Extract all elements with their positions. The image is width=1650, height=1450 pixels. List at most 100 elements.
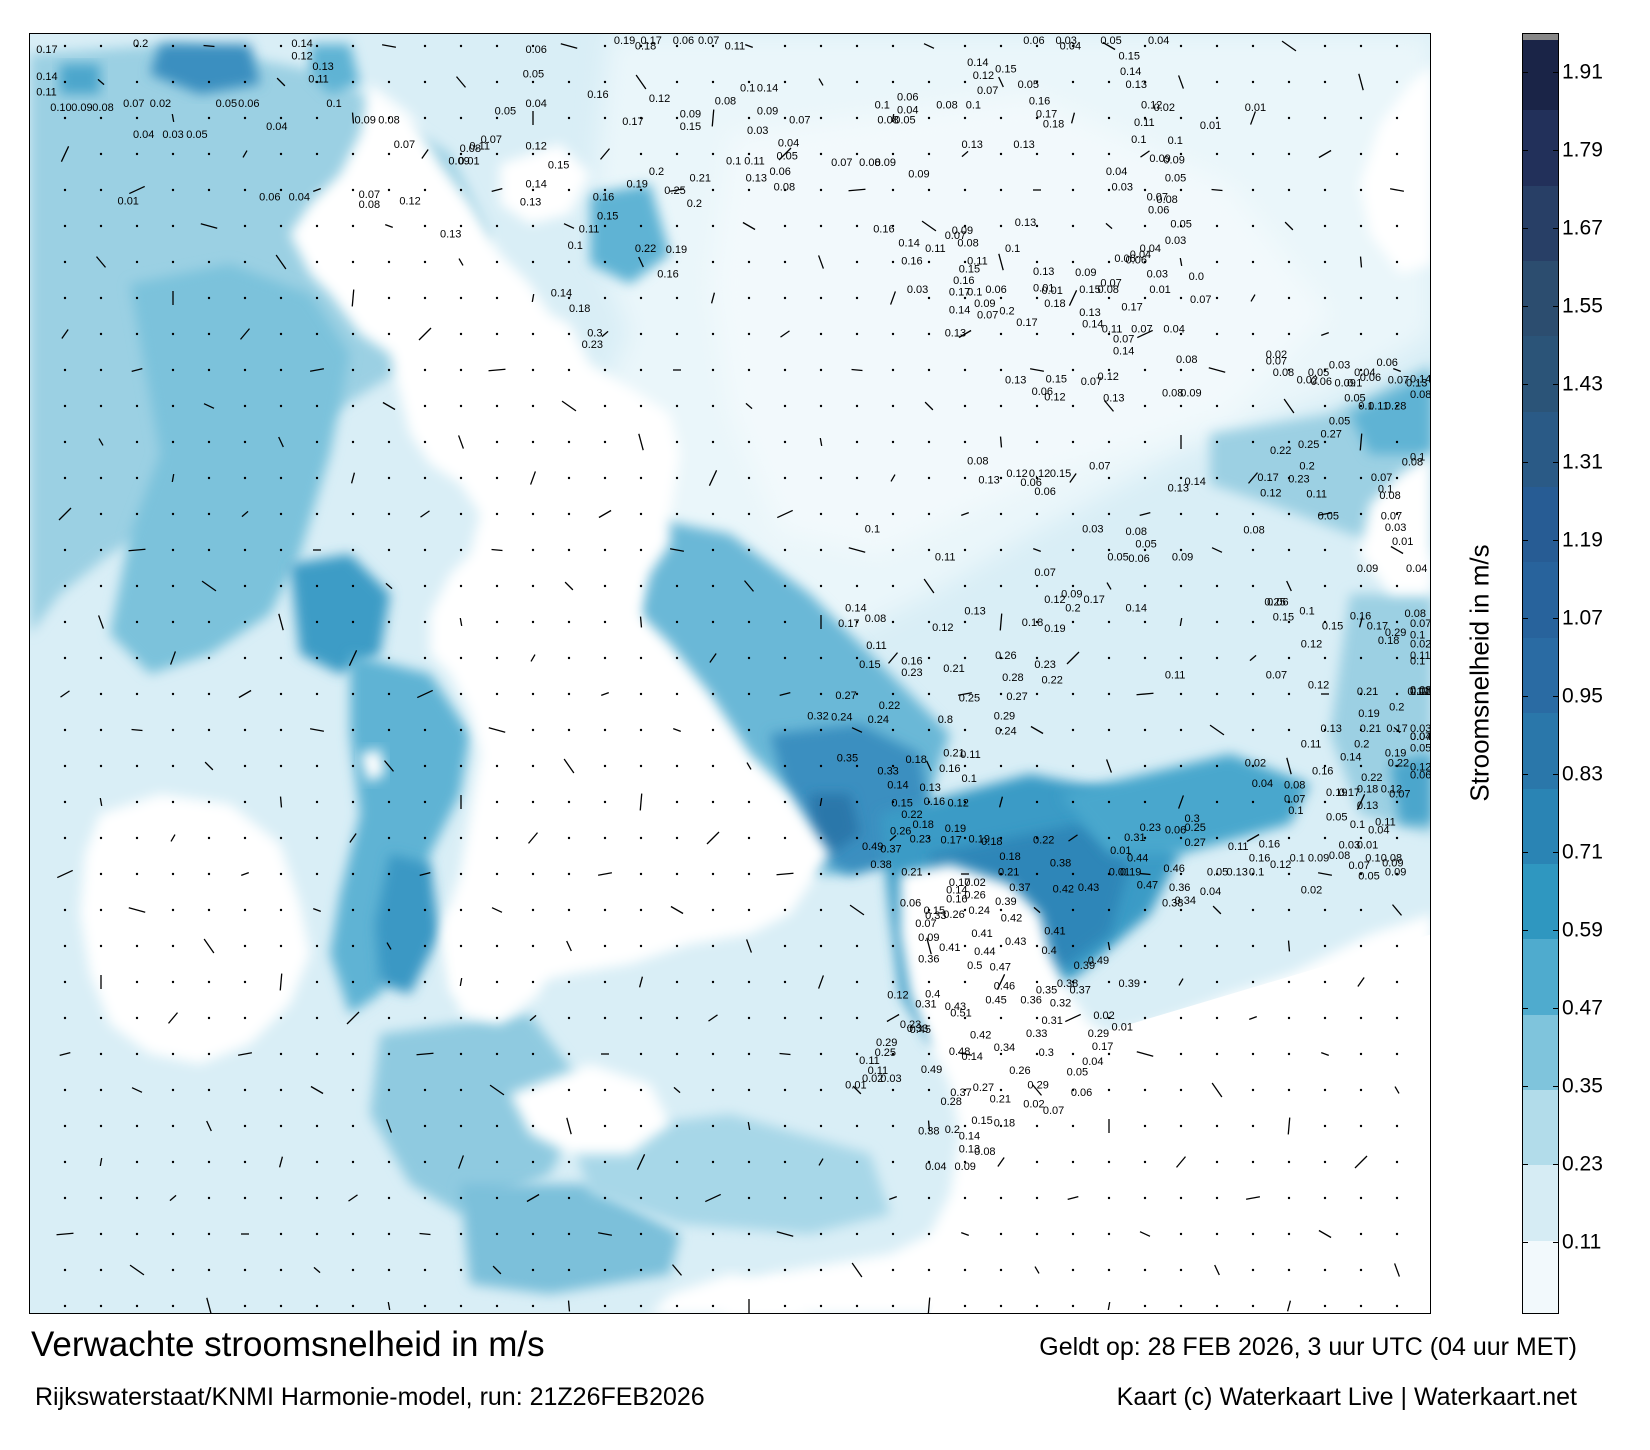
current-arrow (171, 113, 175, 123)
grid-dot (207, 512, 211, 516)
grid-dot (1287, 656, 1291, 660)
speed-label: 0.08 (378, 115, 399, 127)
grid-dot (207, 1232, 211, 1236)
grid-dot (1359, 44, 1363, 48)
speed-label: 0.26 (1009, 1065, 1030, 1077)
grid-dot (639, 836, 643, 840)
grid-dot (891, 152, 895, 156)
speed-label: 0.14 (757, 83, 778, 95)
speed-label: 0.1 (1131, 134, 1146, 146)
current-arrow (1390, 545, 1404, 555)
colorbar-tick-label: 0.71 (1562, 840, 1603, 864)
grid-dot (243, 1124, 247, 1128)
speed-label: 0.07 (1410, 731, 1431, 743)
grid-dot (675, 800, 679, 804)
speed-label: 0.12 (1260, 487, 1281, 499)
grid-dot (207, 548, 211, 552)
speed-label: 0.13 (1033, 266, 1054, 278)
speed-label: 0.08 (936, 99, 957, 111)
current-speed-map[interactable]: 0.170.140.110.10 0.09 0.08 0.07 0.02 0.05 0.06… (30, 34, 1431, 1314)
grid-dot (711, 224, 715, 228)
speed-label: 0.11 (1134, 117, 1155, 129)
speed-label: 0.26 (890, 826, 911, 838)
grid-dot (1323, 1160, 1327, 1164)
speed-label: 0.07 (1043, 1105, 1064, 1117)
speed-label: 0.05 (1410, 742, 1431, 754)
grid-dot (459, 872, 463, 876)
grid-dot (1323, 728, 1327, 732)
grid-dot (531, 440, 535, 444)
grid-dot (99, 728, 103, 732)
grid-dot (1215, 44, 1219, 48)
current-arrow (889, 834, 897, 842)
speed-label: 0.15 (891, 797, 912, 809)
grid-dot (315, 1052, 319, 1056)
grid-dot (1323, 116, 1327, 120)
grid-dot (459, 692, 463, 696)
grid-dot (423, 1088, 427, 1092)
speed-label: 0.15 (959, 263, 980, 275)
grid-dot (603, 44, 607, 48)
grid-dot (1395, 584, 1399, 588)
grid-dot (1071, 944, 1075, 948)
grid-dot (495, 224, 499, 228)
grid-dot (639, 44, 643, 48)
grid-dot (567, 152, 571, 156)
grid-dot (243, 908, 247, 912)
speed-label: 0.03 (1082, 523, 1103, 535)
grid-dot (999, 1304, 1003, 1308)
speed-label: 0.14 (1340, 751, 1361, 763)
current-arrow (1105, 222, 1113, 230)
grid-dot (639, 1232, 643, 1236)
grid-dot (1179, 656, 1183, 660)
current-arrow (1287, 1117, 1291, 1135)
speed-label: 0.11 (579, 224, 600, 236)
grid-dot (135, 116, 139, 120)
speed-label: 0.01 (1109, 867, 1130, 879)
current-arrow (60, 146, 70, 162)
grid-dot (99, 1016, 103, 1020)
current-arrow (745, 402, 753, 410)
grid-dot (1323, 404, 1327, 408)
grid-dot (99, 1304, 103, 1308)
grid-dot (351, 224, 355, 228)
grid-dot (387, 260, 391, 264)
current-arrow (1249, 654, 1257, 662)
speed-label: 0.44 (974, 946, 995, 958)
speed-label: 0.16 (1249, 853, 1270, 865)
grid-dot (1179, 764, 1183, 768)
grid-dot (1107, 1016, 1111, 1020)
grid-dot (783, 1268, 787, 1272)
grid-dot (747, 1268, 751, 1272)
grid-dot (99, 224, 103, 228)
speed-label: 0.08 (1410, 389, 1431, 401)
grid-dot (639, 476, 643, 480)
current-arrow (639, 793, 643, 811)
grid-dot (207, 1268, 211, 1272)
speed-label: 0.07 (789, 115, 810, 127)
current-arrow (458, 258, 464, 266)
grid-dot (495, 692, 499, 696)
current-arrow (817, 975, 825, 989)
current-arrow (998, 76, 1004, 88)
grid-dot (351, 944, 355, 948)
grid-dot (639, 512, 643, 516)
grid-dot (567, 548, 571, 552)
grid-dot (495, 1016, 499, 1020)
grid-dot (1179, 332, 1183, 336)
colorbar-tick-mark (1522, 384, 1528, 386)
grid-dot (1251, 764, 1255, 768)
grid-dot (783, 116, 787, 120)
grid-dot (1143, 1124, 1147, 1128)
grid-dot (1287, 836, 1291, 840)
grid-dot (819, 836, 823, 840)
grid-dot (531, 728, 535, 732)
grid-dot (387, 116, 391, 120)
grid-dot (1107, 260, 1111, 264)
vector-grid (56, 40, 1405, 1313)
grid-dot (315, 584, 319, 588)
grid-dot (135, 692, 139, 696)
grid-dot (891, 1160, 895, 1164)
grid-dot (1107, 332, 1111, 336)
speed-label: 0.09 (71, 102, 92, 114)
